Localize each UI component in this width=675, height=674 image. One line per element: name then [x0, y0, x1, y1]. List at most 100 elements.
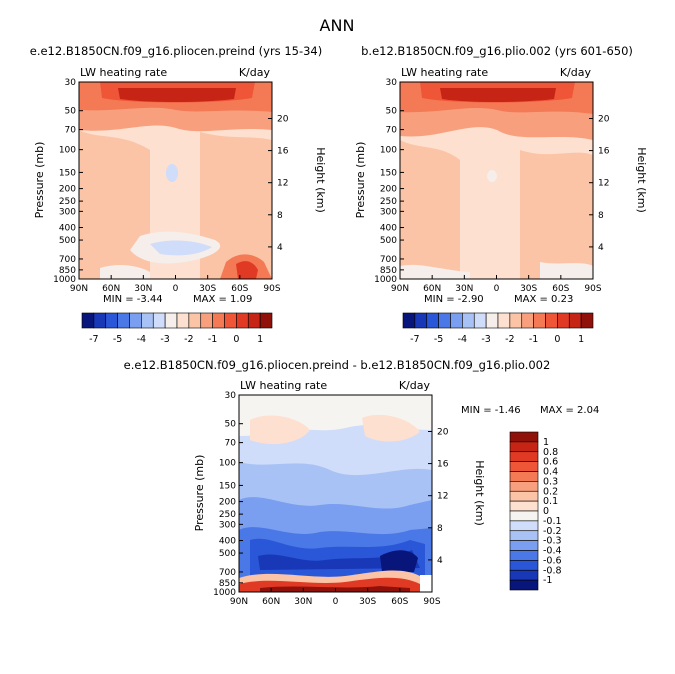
y-tick-label: 70 — [65, 126, 77, 136]
y-tick-label: 300 — [380, 207, 397, 217]
panel-1-min: MIN = -3.44 — [103, 294, 163, 305]
panel-1-ylabel: Pressure (mb) — [33, 142, 46, 219]
panel-2-left-label: LW heating rate — [401, 66, 488, 79]
colorbar-swatch — [521, 312, 534, 329]
x-tick-label: 90N — [70, 284, 88, 294]
x-tick-label: 30S — [359, 597, 376, 607]
colorbar-swatch — [497, 312, 511, 329]
panel-3-axes: 90N 60N 30N 0 30S 60S 90S 30 50 70 100 150 200 250300… — [213, 391, 449, 607]
colorbar-panel-1: -7 -5 -4 -3 -2 -1 0 1 — [81, 312, 273, 345]
y-tick-label: 400 — [380, 224, 397, 234]
colorbar-label: -1 — [529, 334, 538, 345]
colorbar-swatch — [580, 312, 594, 329]
colorbar-swatch — [509, 312, 523, 329]
colorbar-label: -0.2 — [543, 526, 562, 537]
panel-2-y2label: Height (km) — [635, 147, 648, 213]
colorbar-label: 1 — [578, 334, 584, 345]
x-tick-label: 60S — [391, 597, 408, 607]
colorbar-label: -0.3 — [543, 536, 562, 547]
colorbar-swatch — [93, 312, 107, 329]
y-tick-label: 1000 — [53, 275, 76, 285]
colorbar-swatch — [509, 530, 539, 541]
y-tick-label: 300 — [219, 520, 236, 530]
colorbar-label: 0.8 — [543, 447, 558, 458]
colorbar-swatch — [509, 569, 539, 581]
x-tick-label: 60N — [102, 284, 120, 294]
colorbar-swatch — [259, 312, 273, 329]
y2-tick-label: 16 — [598, 147, 610, 157]
colorbar-panel-2: -7 -5 -4 -3 -2 -1 0 1 — [402, 312, 594, 345]
y-tick-label: 70 — [386, 126, 398, 136]
y-tick-label: 300 — [59, 207, 76, 217]
colorbar-label: -0.8 — [543, 565, 562, 576]
y2-tick-label: 16 — [437, 460, 449, 470]
y-tick-label: 700 — [380, 255, 397, 265]
colorbar-label: -2 — [184, 334, 193, 345]
colorbar-swatch — [473, 312, 487, 329]
colorbar-label: -1 — [208, 334, 217, 345]
panel-2: b.e12.B1850CN.f09_g16.plio.002 (yrs 601-… — [354, 44, 648, 305]
y-tick-label: 850 — [59, 266, 76, 276]
panel-1: e.e12.B1850CN.f09_g16.pliocen.preind (yr… — [30, 44, 327, 305]
y2-tick-label: 12 — [437, 492, 448, 502]
page-title: ANN — [320, 16, 355, 35]
colorbar-swatch — [188, 312, 202, 329]
colorbar-swatch — [152, 312, 166, 329]
colorbar-label: -4 — [458, 334, 467, 345]
y-tick-label: 250 — [59, 197, 76, 207]
y-tick-label: 250 — [380, 197, 397, 207]
x-tick-label: 90N — [230, 597, 248, 607]
panel-2-title: b.e12.B1850CN.f09_g16.plio.002 (yrs 601-… — [361, 44, 633, 58]
y-tick-label: 200 — [380, 185, 397, 195]
y-tick-label: 50 — [386, 107, 398, 117]
colorbar-label: -7 — [89, 334, 98, 345]
colorbar-swatch — [236, 312, 249, 329]
colorbar-swatch — [533, 312, 546, 329]
colorbar-swatch — [81, 312, 95, 329]
colorbar-difference: 10.80.60.40.30.20.10-0.1-0.2-0.3-0.4-0.6… — [509, 431, 562, 591]
y-tick-label: 50 — [65, 107, 77, 117]
colorbar-swatch — [509, 481, 539, 492]
colorbar-swatch — [247, 312, 261, 329]
y2-tick-label: 20 — [598, 114, 610, 124]
colorbar-swatch — [509, 461, 539, 472]
colorbar-swatch — [164, 312, 178, 329]
x-tick-label: 60N — [262, 597, 280, 607]
y-tick-label: 850 — [219, 579, 236, 589]
y-tick-label: 400 — [59, 224, 76, 234]
x-tick-label: 60S — [231, 284, 248, 294]
x-tick-label: 90S — [423, 597, 440, 607]
x-tick-label: 30S — [520, 284, 537, 294]
colorbar-swatch — [509, 550, 539, 561]
colorbar-label: 0.4 — [543, 467, 558, 478]
y-tick-label: 150 — [59, 168, 76, 178]
colorbar-label: -5 — [113, 334, 122, 345]
colorbar-label: 0.2 — [543, 486, 558, 497]
colorbar-label: 0.3 — [543, 476, 558, 487]
y2-tick-label: 20 — [277, 114, 289, 124]
colorbar-label: 1 — [257, 334, 263, 345]
colorbar-label: -0.4 — [543, 546, 562, 557]
colorbar-swatch — [509, 471, 539, 482]
colorbar-swatch — [414, 312, 428, 329]
panel-3-field — [239, 395, 432, 592]
colorbar-swatch — [224, 312, 237, 329]
y-tick-label: 850 — [380, 266, 397, 276]
panel-1-field — [79, 82, 272, 279]
x-tick-label: 60N — [423, 284, 441, 294]
colorbar-swatch — [509, 510, 539, 522]
colorbar-swatch — [509, 579, 539, 591]
colorbar-label: -4 — [137, 334, 146, 345]
colorbar-swatch — [200, 312, 213, 329]
colorbar-swatch — [438, 312, 451, 329]
panel-2-ylabel: Pressure (mb) — [354, 142, 367, 219]
x-tick-label: 90S — [584, 284, 601, 294]
y2-tick-label: 20 — [437, 427, 449, 437]
panel-3-min: MIN = -1.46 — [461, 405, 521, 416]
colorbar-swatch — [509, 451, 539, 462]
colorbar-swatch — [568, 312, 582, 329]
panel-2-min: MIN = -2.90 — [424, 294, 484, 305]
colorbar-label: 0.6 — [543, 457, 558, 468]
y2-tick-label: 12 — [277, 179, 288, 189]
panel-1-axes: 90N 60N 30N 0 30S 60S 90S 30 50 70 100 150 200 250300… — [53, 78, 289, 294]
